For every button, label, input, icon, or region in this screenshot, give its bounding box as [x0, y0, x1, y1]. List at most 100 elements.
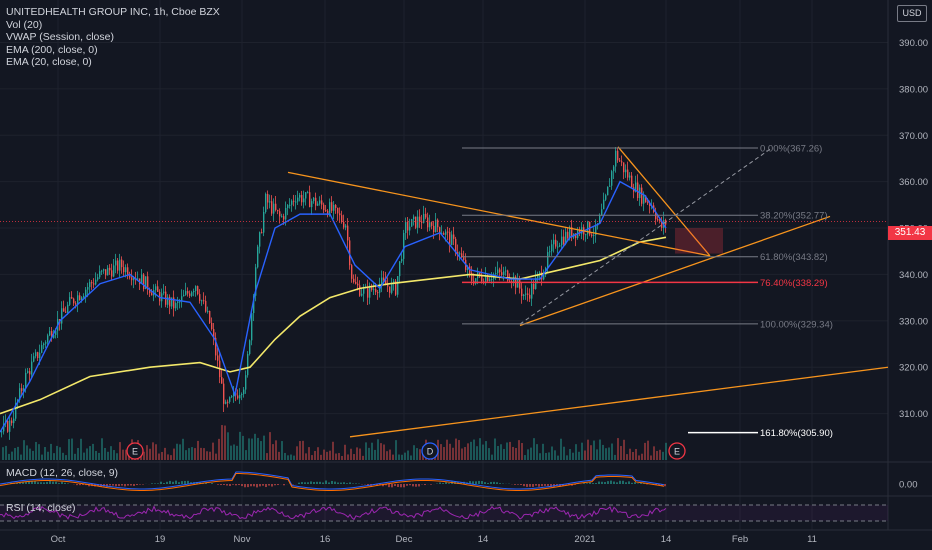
event-marker	[668, 442, 686, 460]
candle-body	[325, 210, 327, 212]
symbol-title[interactable]: UNITEDHEALTH GROUP INC, 1h, Cboe BZX	[6, 6, 220, 18]
volume-bar	[644, 442, 646, 460]
candle-body	[321, 200, 323, 205]
volume-bar	[329, 450, 331, 460]
candle-body	[75, 303, 77, 305]
macd-histogram-bar	[304, 482, 306, 484]
candle-body	[363, 288, 365, 294]
volume-bar	[509, 441, 511, 460]
candle-body	[63, 308, 65, 312]
candle-body	[241, 394, 243, 396]
currency-button[interactable]: USD	[897, 5, 927, 22]
candle-body	[271, 201, 273, 214]
volume-bar	[269, 432, 271, 460]
candle-body	[335, 205, 337, 208]
volume-bar	[404, 452, 406, 460]
macd-histogram-bar	[397, 484, 399, 487]
macd-histogram-bar	[181, 481, 183, 484]
candle-body	[283, 216, 285, 220]
candle-body	[425, 213, 427, 218]
candle-body	[281, 216, 283, 218]
volume-bar	[251, 438, 253, 460]
volume-bar	[287, 455, 289, 460]
candle-body	[141, 274, 143, 284]
candle-body	[51, 331, 53, 338]
indicator-ema20[interactable]: EMA (20, close, 0)	[6, 56, 92, 68]
indicator-vwap[interactable]: VWAP (Session, close)	[6, 31, 114, 43]
rsi-pane-label[interactable]: RSI (14, close)	[6, 502, 76, 514]
candle-body	[195, 286, 197, 291]
volume-bar	[218, 438, 220, 460]
volume-bar	[260, 441, 262, 460]
indicator-volume[interactable]: Vol (20)	[6, 18, 43, 31]
candle-body	[495, 273, 497, 275]
macd-histogram-bar	[262, 484, 264, 486]
macd-histogram-bar	[271, 484, 273, 487]
macd-histogram-bar	[76, 484, 78, 486]
macd-histogram-bar	[523, 484, 525, 487]
volume-bar	[197, 440, 199, 460]
macd-histogram-bar	[310, 481, 312, 484]
volume-bar	[410, 455, 412, 460]
volume-bar	[314, 450, 316, 460]
candle-body	[327, 210, 329, 216]
candle-body	[129, 276, 131, 278]
candle-body	[227, 401, 229, 403]
candle-body	[267, 193, 269, 203]
candle-body	[305, 192, 307, 199]
y-tick-label: 310.00	[899, 409, 928, 420]
candle-body	[485, 275, 487, 284]
macd-histogram-bar	[334, 481, 336, 484]
volume-bar	[401, 454, 403, 460]
x-tick-label: 16	[320, 534, 331, 545]
macd-histogram-bar	[199, 482, 201, 484]
volume-bar	[659, 449, 661, 460]
macd-histogram-bar	[22, 481, 24, 484]
candle-body	[609, 185, 611, 187]
candle-body	[595, 225, 597, 236]
volume-bar	[35, 441, 37, 460]
candle-body	[641, 187, 643, 204]
macd-histogram-bar	[235, 484, 237, 486]
volume-bar	[455, 438, 457, 460]
candle-body	[337, 207, 339, 214]
candle-body	[9, 420, 11, 432]
volume-bar	[110, 446, 112, 460]
last-price-tag: 351.43	[888, 226, 932, 240]
macd-histogram-bar	[409, 484, 411, 486]
macd-histogram-bar	[31, 481, 33, 484]
fib-level-label: 38.20%(352.77)	[760, 211, 828, 222]
candle-body	[613, 166, 615, 172]
volume-bar	[344, 444, 346, 460]
volume-bar	[566, 455, 568, 460]
macd-histogram-bar	[313, 482, 315, 484]
ema200-line	[0, 236, 667, 415]
candle-body	[603, 199, 605, 210]
volume-bar	[104, 447, 106, 460]
volume-bar	[614, 454, 616, 460]
candle-body	[351, 265, 353, 279]
candle-body	[197, 286, 199, 295]
macd-line	[0, 471, 665, 490]
macd-histogram-bar	[55, 481, 57, 484]
candle-body	[7, 420, 9, 432]
volume-bar	[326, 451, 328, 460]
candle-body	[339, 213, 341, 216]
volume-bar	[194, 448, 196, 460]
macd-pane-label[interactable]: MACD (12, 26, close, 9)	[6, 467, 119, 479]
volume-bar	[593, 440, 595, 460]
macd-histogram-bar	[316, 481, 318, 484]
macd-histogram-bar	[340, 482, 342, 484]
macd-histogram-bar	[469, 481, 471, 484]
y-tick-label: 340.00	[899, 270, 928, 281]
volume-bar	[353, 454, 355, 460]
candle-body	[331, 202, 333, 211]
candle-body	[451, 234, 453, 246]
candle-body	[395, 280, 397, 295]
macd-histogram-bar	[325, 480, 327, 484]
macd-histogram-bar	[616, 482, 618, 484]
candle-body	[39, 352, 41, 359]
indicator-ema200[interactable]: EMA (200, close, 0)	[6, 43, 98, 56]
macd-histogram-bar	[619, 480, 621, 484]
